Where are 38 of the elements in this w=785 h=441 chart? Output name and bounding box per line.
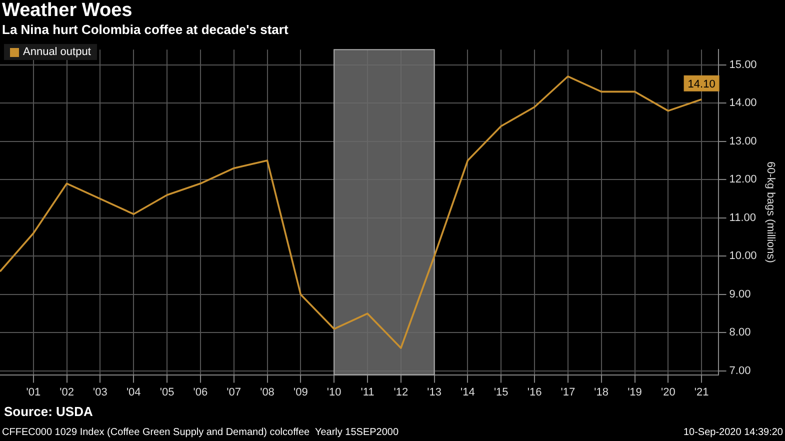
y-tick-label: 12.00	[729, 174, 757, 186]
text: 10-Sep-2020 14:39:20	[683, 427, 783, 438]
x-tick-label: '17	[560, 386, 576, 398]
x-tick-label: '04	[126, 386, 141, 398]
data-label: 14.10	[688, 78, 716, 90]
x-tick-label: '21	[694, 386, 709, 398]
y-tick-label: 7.00	[729, 365, 751, 378]
x-tick-label: '15	[494, 386, 508, 398]
x-tick-label: '07	[226, 386, 242, 398]
y-tick-label: 11.00	[729, 212, 756, 224]
chart-subtitle: La Nina hurt Colombia coffee at decade's start	[2, 22, 288, 37]
chart-title: Weather Woes	[2, 0, 132, 22]
x-tick-label: '08	[260, 386, 274, 398]
x-tick-label: '12	[394, 386, 408, 398]
legend-label: Annual output	[23, 46, 91, 58]
x-tick-label: '13	[427, 386, 442, 398]
y-axis-title: 60-kg bags (millions)	[764, 161, 776, 263]
y-tick-label: 10.00	[729, 250, 757, 262]
x-tick-label: '10	[326, 386, 342, 398]
x-tick-label: '11	[360, 386, 374, 398]
x-tick-label: '05	[160, 386, 174, 398]
y-tick-label: 14.00	[729, 97, 757, 110]
x-tick-label: '01	[26, 386, 41, 398]
x-tick-label: '19	[628, 386, 642, 398]
x-tick-label: '02	[60, 386, 74, 398]
x-tick-label: '03	[93, 386, 108, 398]
x-tick-label: '18	[594, 386, 609, 398]
y-tick-label: 13.00	[729, 135, 757, 148]
y-tick-label: 8.00	[729, 326, 751, 339]
x-tick-label: '14	[460, 386, 475, 398]
x-tick-label: '09	[294, 386, 308, 398]
y-tick-label: 15.00	[729, 58, 757, 71]
y-tick-label: 9.00	[729, 288, 751, 300]
x-tick-label: '20	[660, 386, 676, 398]
text: CFFEC000 1029 Index (Coffee Green Supply and Demand) colcoffee Yearly 15SEP2000	[2, 427, 399, 438]
source-note: Source: USDA	[4, 404, 93, 419]
x-tick-label: '06	[193, 386, 208, 398]
x-tick-label: '16	[527, 386, 542, 398]
